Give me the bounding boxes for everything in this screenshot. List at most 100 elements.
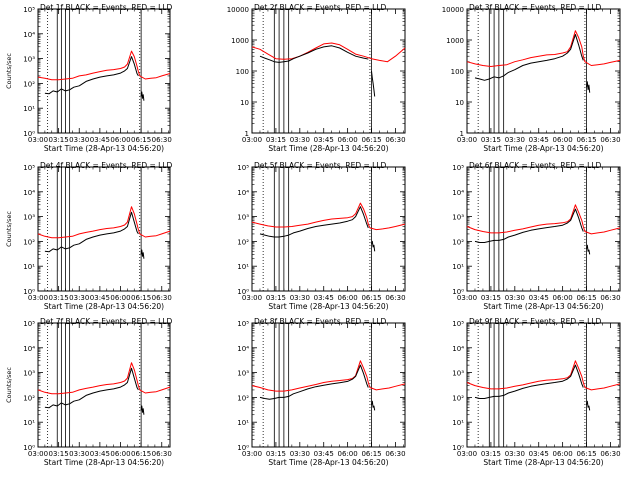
x-tick-label: 03:45 xyxy=(529,136,549,144)
plot-frame xyxy=(37,8,171,134)
y-tick-label: 10000 xyxy=(442,6,464,14)
lld-series-line xyxy=(251,202,406,231)
events-series-line xyxy=(259,45,369,63)
x-tick-label: 03:30 xyxy=(69,294,89,302)
y-tick-label: 10³ xyxy=(452,214,464,222)
y-tick-label: 10 xyxy=(455,99,464,107)
x-tick-label: 06:00 xyxy=(110,294,130,302)
y-tick-label: 10² xyxy=(237,238,249,246)
chart-panel-6: 10⁰ 10¹ 10² 10³ 10⁴ 10⁵ 03:00 03:15 03:30 03:45 06… xyxy=(452,161,620,311)
x-tick-label: 06:15 xyxy=(576,450,596,458)
x-tick-label: 03:45 xyxy=(90,294,110,302)
y-tick-label: 10¹ xyxy=(23,419,35,427)
x-tick-label: 03:30 xyxy=(505,136,525,144)
events-series-line xyxy=(586,400,591,411)
x-tick-label: 03:00 xyxy=(457,450,477,458)
lld-series-line xyxy=(37,362,171,395)
events-series-line xyxy=(44,367,139,409)
y-tick-label: 1 xyxy=(460,130,464,138)
chart-title: Det 7f BLACK = Events, RED = LLD xyxy=(40,317,173,326)
x-tick-label: 03:45 xyxy=(314,294,334,302)
x-axis-label: Start Time (28-Apr-13 04:56:20) xyxy=(44,144,164,153)
plot-frame xyxy=(251,8,406,134)
lld-series-line xyxy=(251,42,406,63)
x-tick-label: 03:00 xyxy=(242,450,262,458)
x-tick-label: 03:30 xyxy=(505,294,525,302)
y-tick-label: 10⁰ xyxy=(452,288,464,296)
lld-series-line xyxy=(466,360,621,391)
lld-series-line xyxy=(37,206,171,239)
y-tick-label: 10⁰ xyxy=(237,444,249,452)
x-tick-label: 06:00 xyxy=(110,136,130,144)
x-tick-label: 03:00 xyxy=(28,294,48,302)
x-tick-label: 03:15 xyxy=(481,294,501,302)
plot-frame xyxy=(37,166,171,292)
events-series-line xyxy=(44,56,139,95)
y-tick-label: 1000 xyxy=(446,37,464,45)
x-tick-label: 03:15 xyxy=(481,136,501,144)
y-tick-label: 10⁴ xyxy=(23,189,35,197)
events-series-line xyxy=(44,211,139,253)
x-tick-label: 03:45 xyxy=(90,136,110,144)
x-tick-label: 06:00 xyxy=(553,136,573,144)
events-series-line xyxy=(140,91,145,101)
chart-panel-2: 1 10 100 1000 10000 03:00 03:15 03:30 03:45 06:00… xyxy=(227,3,406,153)
events-series-line xyxy=(586,81,591,93)
x-tick-label: 06:00 xyxy=(553,450,573,458)
y-tick-label: 10⁰ xyxy=(452,444,464,452)
events-series-line xyxy=(371,240,376,252)
chart-title: Det 2f BLACK = Events, RED = LLD xyxy=(254,3,387,12)
events-series-line xyxy=(474,364,584,399)
y-tick-label: 10² xyxy=(452,394,464,402)
x-tick-label: 06:30 xyxy=(600,450,620,458)
y-tick-label: 10³ xyxy=(452,370,464,378)
x-tick-label: 03:45 xyxy=(314,136,334,144)
x-axis-label: Start Time (28-Apr-13 04:56:20) xyxy=(483,458,603,467)
x-tick-label: 06:00 xyxy=(338,450,358,458)
x-tick-label: 03:15 xyxy=(266,450,286,458)
chart-title: Det 8f BLACK = Events, RED = LLD xyxy=(254,317,387,326)
x-tick-label: 06:00 xyxy=(553,294,573,302)
chart-title: Det 1f BLACK = Events, RED = LLD xyxy=(40,3,173,12)
x-tick-label: 06:15 xyxy=(576,294,596,302)
y-tick-label: 10¹ xyxy=(452,263,464,271)
y-tick-label: 10⁵ xyxy=(452,320,464,328)
x-tick-label: 06:15 xyxy=(361,136,381,144)
y-tick-label: 10² xyxy=(237,394,249,402)
lld-series-line xyxy=(37,50,171,81)
chart-title: Det 4f BLACK = Events, RED = LLD xyxy=(40,161,173,170)
x-tick-label: 03:45 xyxy=(90,450,110,458)
y-tick-label: 10⁵ xyxy=(23,320,35,328)
x-tick-label: 03:00 xyxy=(28,136,48,144)
y-tick-label: 10⁴ xyxy=(452,345,464,353)
y-tick-label: 10⁰ xyxy=(237,288,249,296)
x-tick-label: 06:30 xyxy=(152,450,172,458)
x-tick-label: 06:30 xyxy=(152,294,172,302)
x-tick-label: 06:15 xyxy=(131,294,151,302)
plot-frame xyxy=(466,8,621,134)
y-tick-label: 10³ xyxy=(237,370,249,378)
events-series-line xyxy=(474,208,584,243)
events-series-line xyxy=(140,249,145,259)
y-tick-label: 10⁵ xyxy=(23,164,35,172)
y-tick-label: 10⁴ xyxy=(237,345,249,353)
plot-frame xyxy=(466,166,621,292)
y-tick-label: 10² xyxy=(452,238,464,246)
y-tick-label: 100 xyxy=(236,68,249,76)
x-tick-label: 06:15 xyxy=(131,136,151,144)
events-series-line xyxy=(259,364,369,400)
y-axis-label: Counts/sec xyxy=(5,53,13,89)
x-tick-label: 03:30 xyxy=(69,136,89,144)
chart-panel-5: 10⁰ 10¹ 10² 10³ 10⁴ 10⁵ 03:00 03:15 03:30 03:45 06… xyxy=(237,161,405,311)
y-tick-label: 10000 xyxy=(227,6,249,14)
x-tick-label: 03:00 xyxy=(242,294,262,302)
x-tick-label: 06:15 xyxy=(361,294,381,302)
x-tick-label: 06:00 xyxy=(110,450,130,458)
y-tick-label: 10⁵ xyxy=(237,320,249,328)
y-tick-label: 10⁵ xyxy=(23,6,35,14)
y-axis-label: Counts/sec xyxy=(5,211,13,247)
chart-title: Det 6f BLACK = Events, RED = LLD xyxy=(469,161,602,170)
